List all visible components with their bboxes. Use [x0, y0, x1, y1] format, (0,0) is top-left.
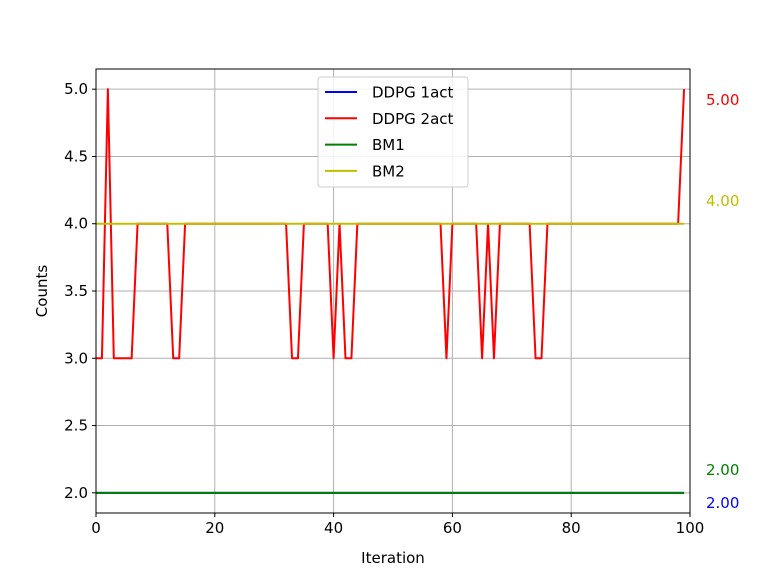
y-tick-label: 3.0 [64, 349, 88, 367]
right-value-annotations: 5.00 4.00 2.00 2.00 [706, 91, 739, 512]
series-lines [96, 88, 686, 494]
legend-box [317, 76, 469, 188]
x-axis-label: Iteration [361, 549, 425, 567]
y-tick-label: 3.5 [64, 282, 88, 300]
x-tick-label: 0 [91, 519, 101, 537]
y-tick-label: 5.0 [64, 80, 88, 98]
x-axis-ticks: 0 20 40 60 80 100 [91, 513, 704, 537]
x-tick-label: 80 [562, 519, 581, 537]
right-annotation-label: 5.00 [706, 91, 739, 109]
right-annotation-label: 2.00 [706, 461, 739, 479]
legend-entry-label: BM2 [372, 162, 405, 180]
right-annotation-label: 4.00 [706, 192, 739, 210]
y-axis-ticks: 2.0 2.5 3.0 3.5 4.0 4.5 5.0 [64, 80, 96, 502]
y-tick-label: 2.0 [64, 484, 88, 502]
y-tick-label: 2.5 [64, 417, 88, 435]
y-axis-label: Counts [33, 265, 51, 318]
legend: DDPG 1act DDPG 2act BM1 BM2 [317, 76, 469, 188]
x-tick-label: 40 [324, 519, 343, 537]
x-tick-label: 100 [676, 519, 705, 537]
x-tick-label: 60 [443, 519, 462, 537]
y-tick-label: 4.5 [64, 147, 88, 165]
right-annotation-label: 2.00 [706, 494, 739, 512]
legend-entry-label: DDPG 2act [372, 110, 454, 128]
legend-entry-label: DDPG 1act [372, 84, 454, 102]
x-tick-label: 20 [205, 519, 224, 537]
y-tick-label: 4.0 [64, 215, 88, 233]
legend-entry-label: BM1 [372, 136, 405, 154]
